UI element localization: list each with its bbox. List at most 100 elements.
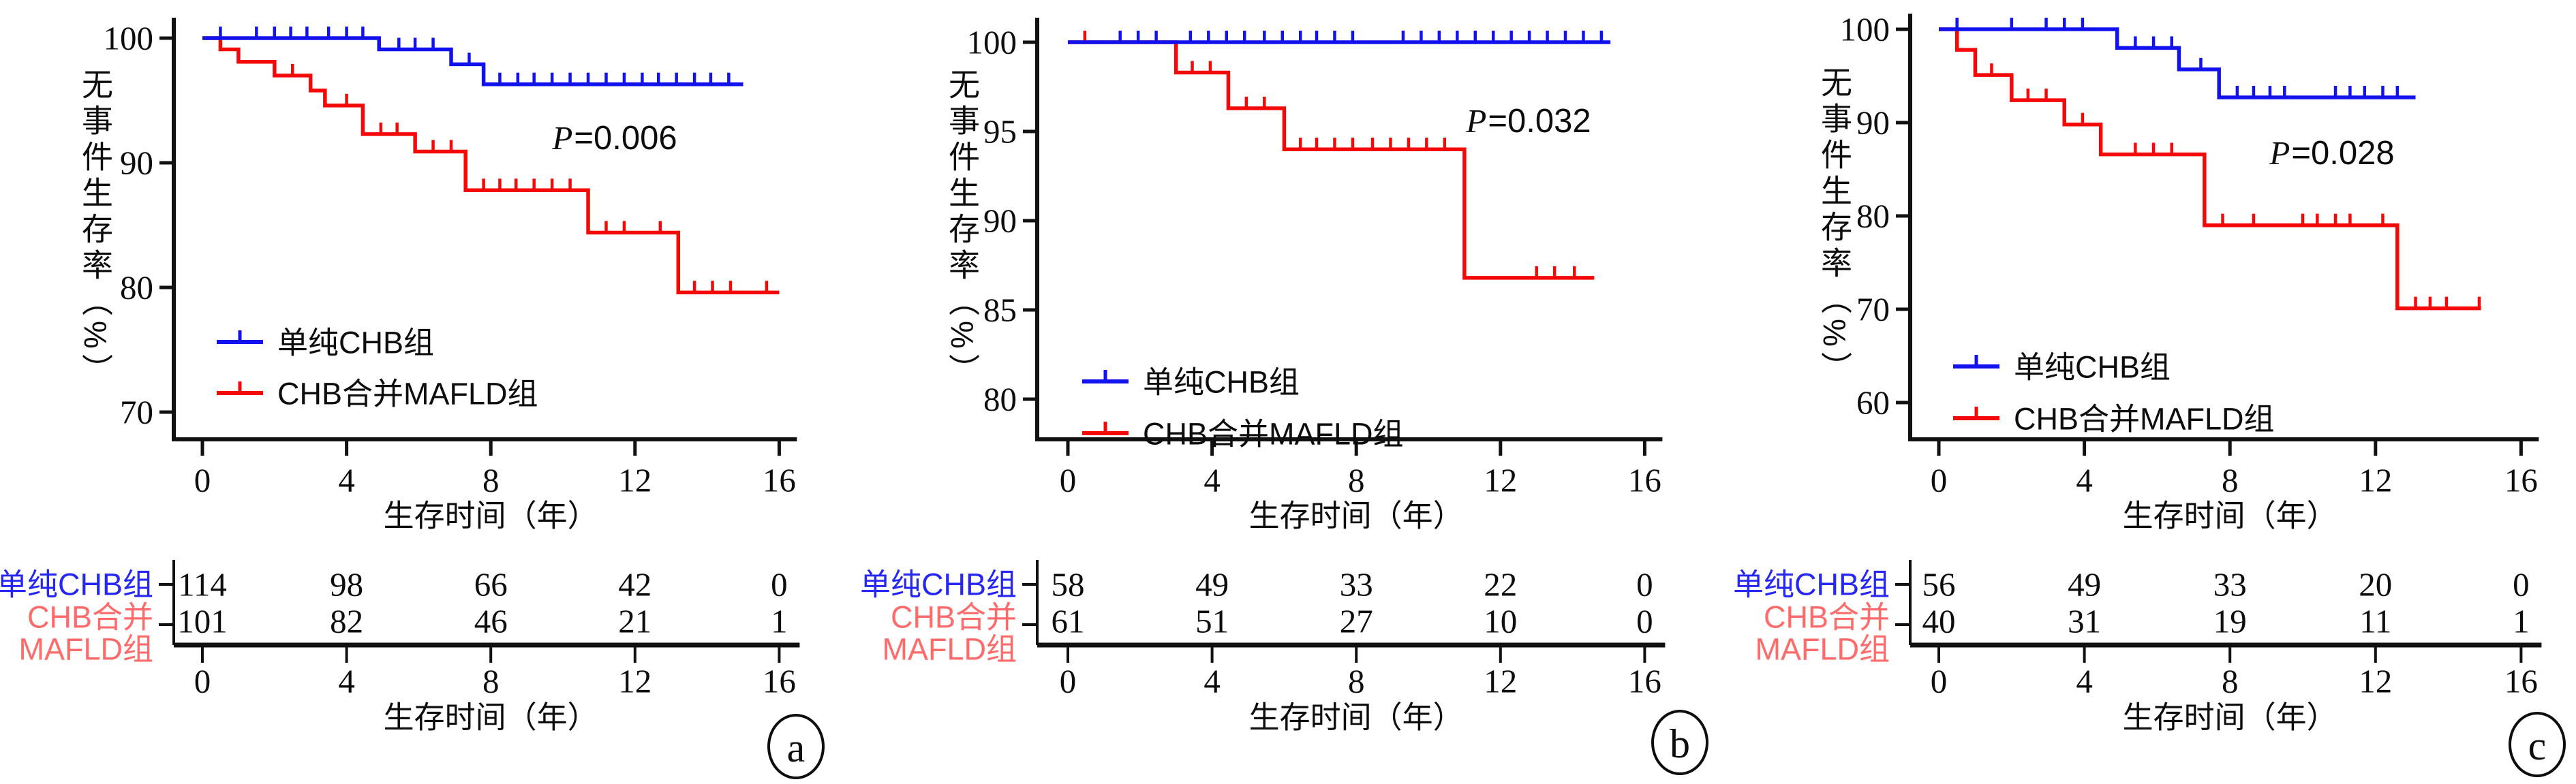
panel-letter: a — [786, 725, 806, 770]
x-tick-label: 8 — [482, 461, 500, 499]
risk-table-value: 98 — [330, 565, 364, 603]
x-axis-title: 生存时间（年） — [383, 498, 598, 533]
panel-b-svg — [1022, 18, 1708, 775]
p-value-text: =0.032 — [1488, 103, 1591, 140]
panel-c-svg — [1895, 14, 2566, 777]
risk-row-label-chb-mafld-line1: CHB合并 — [890, 599, 1017, 635]
risk-x-axis-title: 生存时间（年） — [2122, 700, 2337, 735]
risk-table-value: 56 — [1922, 565, 1956, 603]
p-symbol: P — [2269, 134, 2290, 172]
risk-x-tick-label: 4 — [338, 662, 355, 700]
risk-row-label-chb-mafld-line2: MAFLD组 — [882, 631, 1017, 667]
x-tick-label: 16 — [1627, 461, 1661, 499]
risk-table-value: 27 — [1339, 602, 1373, 640]
risk-x-tick-label: 4 — [1203, 662, 1221, 700]
risk-table-value: 42 — [618, 565, 652, 603]
km-curve-chb-mafld — [1068, 40, 1595, 280]
p-value-label: P=0.006 — [552, 121, 677, 155]
risk-x-tick-label: 16 — [1627, 662, 1661, 700]
y-axis-title: 无事件生存率（%） — [1817, 65, 1852, 388]
x-tick-label: 0 — [194, 461, 211, 499]
y-tick-label: 90 — [1856, 104, 1890, 142]
y-tick-label: 90 — [120, 144, 153, 182]
p-value-label: P=0.028 — [2269, 136, 2394, 170]
risk-table-value: 49 — [2068, 565, 2102, 603]
risk-table-value: 51 — [1195, 602, 1229, 640]
risk-x-tick-label: 0 — [194, 662, 211, 700]
y-tick-label: 70 — [120, 393, 153, 431]
x-axis-title: 生存时间（年） — [2122, 498, 2337, 533]
risk-table-value: 0 — [1636, 565, 1653, 603]
risk-table-value: 31 — [2068, 602, 2102, 640]
risk-table-value: 22 — [1484, 565, 1518, 603]
risk-table-value: 33 — [2213, 565, 2247, 603]
panel-letter: c — [2528, 723, 2547, 768]
y-tick-label: 90 — [983, 202, 1017, 240]
legend-label: 单纯CHB组 — [277, 325, 435, 360]
y-tick-label: 100 — [966, 23, 1017, 61]
risk-table-value: 114 — [178, 565, 227, 603]
y-tick-label: 100 — [1839, 10, 1890, 48]
y-tick-label: 85 — [983, 291, 1017, 329]
legend-label: 单纯CHB组 — [2014, 349, 2171, 385]
y-tick-label: 80 — [1856, 197, 1890, 235]
risk-x-tick-label: 12 — [1484, 662, 1518, 700]
risk-x-tick-label: 0 — [1059, 662, 1077, 700]
risk-x-tick-label: 16 — [2504, 662, 2538, 700]
risk-table-value: 101 — [177, 602, 228, 640]
p-value-label: P=0.032 — [1466, 104, 1591, 138]
risk-table-value: 1 — [2513, 602, 2530, 640]
x-axis-title: 生存时间（年） — [1248, 498, 1464, 533]
risk-table-value: 58 — [1051, 565, 1085, 603]
y-tick-label: 70 — [1856, 290, 1890, 328]
risk-x-tick-label: 8 — [1347, 662, 1365, 700]
km-curve-chb — [202, 36, 743, 87]
panel-a: 100 90 80 70 0 0 4 4 8 8 12 12 16 16 生存时间（年） 生存时间（年） 无事件… — [0, 0, 859, 784]
y-tick-label: 60 — [1856, 383, 1890, 422]
risk-table-value: 46 — [474, 602, 508, 640]
risk-x-tick-label: 4 — [2076, 662, 2093, 700]
risk-table-value: 49 — [1195, 565, 1229, 603]
risk-x-tick-label: 12 — [2359, 662, 2393, 700]
x-tick-label: 12 — [2359, 461, 2393, 499]
p-symbol: P — [1466, 102, 1487, 140]
risk-x-tick-label: 8 — [2221, 662, 2239, 700]
risk-row-label-chb-mafld-line2: MAFLD组 — [18, 631, 153, 667]
x-tick-label: 8 — [1347, 461, 1365, 499]
risk-x-tick-label: 0 — [1930, 662, 1948, 700]
risk-table-value: 66 — [474, 565, 508, 603]
risk-row-label-chb: 单纯CHB组 — [859, 567, 1017, 602]
risk-table-value: 11 — [2359, 602, 2392, 640]
risk-row-label-chb: 单纯CHB组 — [1732, 567, 1890, 602]
y-axis-title: 无事件生存率（%） — [78, 67, 113, 390]
km-curve-chb-mafld — [202, 36, 780, 295]
x-tick-label: 16 — [2504, 461, 2538, 499]
risk-table-value: 33 — [1339, 565, 1373, 603]
legend-label: 单纯CHB组 — [1143, 364, 1300, 400]
risk-x-tick-label: 16 — [762, 662, 796, 700]
legend-label: CHB合并MAFLD组 — [277, 376, 538, 411]
risk-table-value: 61 — [1051, 602, 1085, 640]
legend-label: CHB合并MAFLD组 — [1143, 416, 1404, 452]
y-tick-label: 80 — [983, 380, 1017, 418]
p-symbol: P — [552, 119, 573, 157]
km-curve-chb-mafld — [1939, 27, 2481, 311]
risk-table-value: 1 — [771, 602, 788, 640]
x-tick-label: 12 — [1484, 461, 1518, 499]
risk-row-label-chb-mafld-line1: CHB合并 — [27, 599, 153, 635]
risk-row-label-chb-mafld-line1: CHB合并 — [1763, 599, 1890, 635]
y-tick-label: 95 — [983, 112, 1017, 151]
risk-x-axis-title: 生存时间（年） — [383, 700, 598, 735]
risk-table-value: 40 — [1922, 602, 1956, 640]
x-tick-label: 16 — [762, 461, 796, 499]
y-tick-label: 100 — [103, 19, 154, 57]
risk-table-value: 0 — [1636, 602, 1653, 640]
risk-row-label-chb-mafld-line2: MAFLD组 — [1755, 631, 1890, 667]
panel-b: 100 95 90 85 80 0 0 4 4 8 8 12 12 16 16 生存时间（年） 生存时间（年）无… — [859, 0, 1717, 784]
risk-table-value: 21 — [618, 602, 652, 640]
x-tick-label: 8 — [2221, 461, 2239, 499]
risk-x-tick-label: 8 — [482, 662, 500, 700]
panel-letter-circle — [767, 714, 825, 779]
x-tick-label: 0 — [1930, 461, 1948, 499]
